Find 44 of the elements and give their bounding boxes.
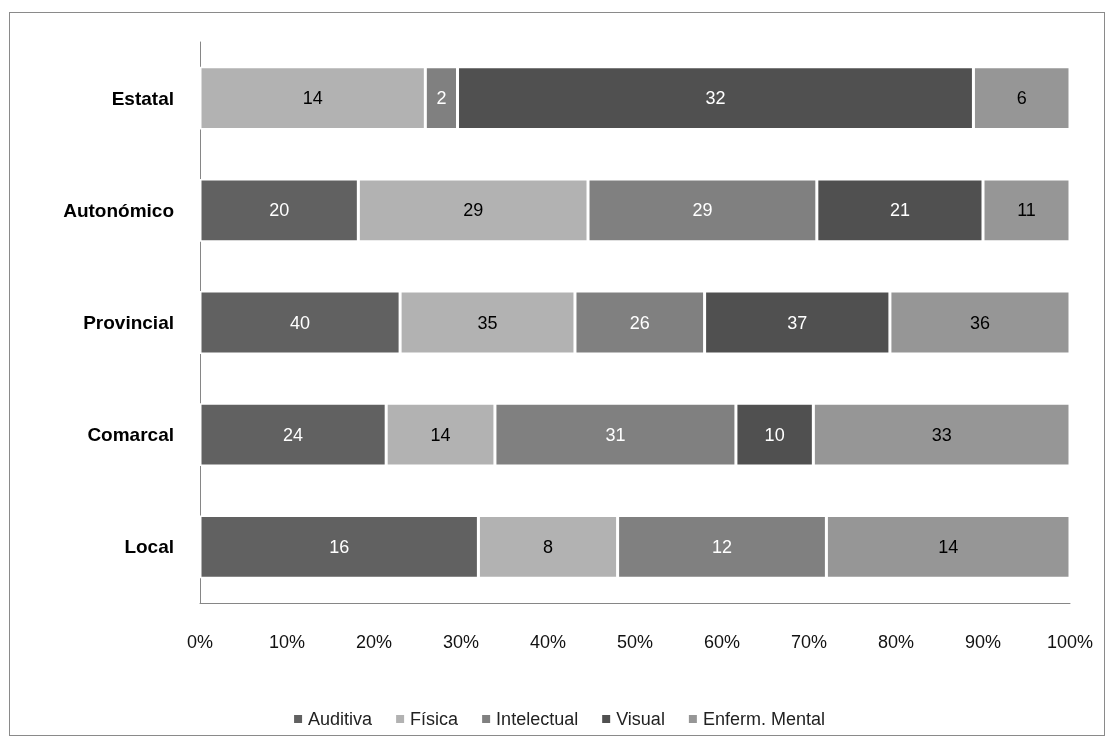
annotation: 16 (329, 536, 350, 557)
annotation: 31 (605, 424, 626, 445)
y-tick-label: Local (124, 536, 174, 558)
annotation: 6 (1016, 88, 1027, 109)
annotation: 36 (969, 312, 990, 333)
annotation: 14 (938, 536, 959, 557)
annotation: 14 (430, 424, 451, 445)
annotation: 8 (542, 536, 554, 557)
annotation: 29 (463, 200, 484, 221)
annotation: 10 (764, 424, 785, 445)
x-tick-label: 0% (186, 632, 214, 652)
x-tick-label: 30% (442, 632, 480, 652)
y-tick-label: Estatal (111, 87, 174, 109)
annotation: 33 (931, 424, 952, 445)
annotation: 2 (436, 88, 447, 109)
annotation: 12 (711, 536, 733, 557)
annotation: 37 (787, 312, 808, 333)
annotation: 29 (692, 200, 713, 221)
x-tick-label: 60% (703, 632, 741, 652)
x-tick-label: 70% (790, 632, 828, 652)
legend-label: Auditiva (308, 709, 374, 729)
annotation: 40 (290, 312, 311, 333)
x-tick-label: 10% (268, 632, 306, 652)
legend-label: Enferm. Mental (702, 709, 825, 729)
legend-label: Física (410, 709, 460, 729)
annotation: 32 (705, 88, 726, 109)
annotation: 14 (302, 88, 323, 109)
y-tick-label: Provincial (83, 312, 174, 333)
annotation: 11 (1017, 200, 1036, 221)
x-tick-label: 50% (616, 632, 654, 652)
x-tick-label: 90% (964, 632, 1002, 652)
y-tick-label: Autonómico (63, 199, 174, 221)
annotation: 21 (889, 200, 910, 221)
annotation: 26 (629, 312, 650, 333)
annotation: 24 (283, 424, 304, 445)
x-tick-label: 100% (1046, 632, 1094, 652)
x-tick-label: 20% (355, 632, 393, 652)
x-tick-label: 80% (877, 632, 915, 652)
annotation: 35 (477, 312, 498, 333)
legend-label: Visual (616, 709, 665, 729)
annotation: 20 (269, 200, 290, 221)
legend-label: Intelectual (496, 709, 579, 729)
x-tick-label: 40% (529, 632, 567, 652)
y-tick-label: Comarcal (87, 424, 174, 446)
